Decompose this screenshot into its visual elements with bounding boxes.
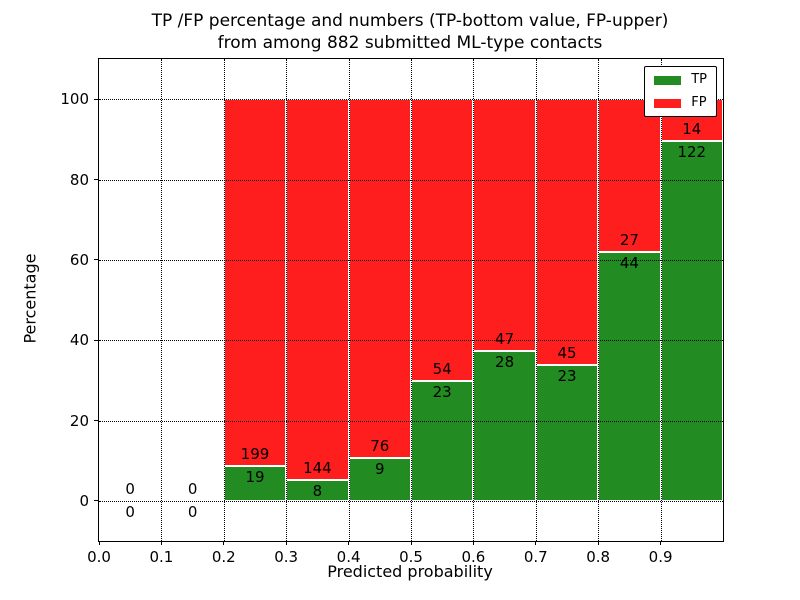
x-axis-tick xyxy=(160,541,162,545)
tp-count-label: 44 xyxy=(619,253,639,272)
y-tick-label: 60 xyxy=(69,250,89,269)
x-axis-label: Predicted probability xyxy=(327,562,493,581)
tp-count-label: 122 xyxy=(677,142,707,161)
y-tick-label: 100 xyxy=(60,90,89,109)
x-tick-label: 0.1 xyxy=(149,548,174,566)
x-tick-label: 0.4 xyxy=(336,548,361,566)
fp-count-label: 0 xyxy=(187,479,198,498)
tp-count-label: 23 xyxy=(557,366,577,385)
chart-title-line1: TP /FP percentage and numbers (TP-bottom… xyxy=(151,11,669,31)
bar-segment-fp xyxy=(348,99,411,459)
y-tick-label: 80 xyxy=(69,170,89,189)
tp-count-label: 19 xyxy=(245,467,265,486)
vertical-gridline xyxy=(411,59,412,541)
x-axis-tick xyxy=(223,541,225,545)
tp-count-label: 9 xyxy=(375,460,385,479)
legend-tp-swatch xyxy=(654,75,682,85)
y-axis-tick xyxy=(94,420,98,421)
vertical-gridline xyxy=(161,59,163,541)
plot-area: 0 0 0 0 199 19 144 8 76 9 54 23 47 28 45 23 27 44 14 122 0.… xyxy=(60,58,724,566)
y-tick-label: 0 xyxy=(79,491,89,510)
bar-segment-tp xyxy=(598,251,661,501)
x-tick-label: 0.3 xyxy=(274,548,299,566)
legend-row-fp: FP xyxy=(654,96,707,110)
bar-segment-fp xyxy=(535,99,599,365)
vertical-gridline xyxy=(660,59,662,541)
y-axis-tick xyxy=(94,339,98,341)
tp-count-label: 0 xyxy=(187,502,198,521)
legend: TP FP xyxy=(644,66,717,117)
x-axis-tick xyxy=(98,541,100,545)
tp-count-label: 28 xyxy=(495,352,515,371)
vertical-gridline xyxy=(535,59,537,541)
bar-segment-fp xyxy=(473,99,536,351)
fp-count-label: 144 xyxy=(303,458,332,477)
vertical-gridline xyxy=(598,59,600,541)
bar-segment-fp xyxy=(598,99,661,252)
bar-segment-tp xyxy=(535,364,599,501)
legend-tp-label: TP xyxy=(691,72,707,87)
tp-count-label: 8 xyxy=(312,481,323,500)
x-axis-tick xyxy=(348,541,350,545)
x-tick-label: 0.7 xyxy=(523,548,548,566)
bar-segment-fp xyxy=(286,99,349,480)
vertical-gridline xyxy=(223,59,225,541)
x-axis-tick xyxy=(660,541,662,545)
x-tick-label: 0.8 xyxy=(586,548,611,566)
x-tick-label: 0.9 xyxy=(648,548,673,566)
bar-segment-tp xyxy=(660,140,723,501)
vertical-gridline xyxy=(348,59,350,541)
chart-title-line2: from among 882 submitted ML-type contact… xyxy=(217,33,603,53)
y-axis-label: Percentage xyxy=(20,253,40,344)
legend-fp-swatch xyxy=(654,98,682,108)
x-axis-tick xyxy=(285,541,287,545)
x-tick-label: 0.2 xyxy=(211,548,236,566)
fp-count-label: 14 xyxy=(682,119,702,138)
bar-segment-fp xyxy=(411,99,474,381)
legend-fp-label: FP xyxy=(691,95,707,110)
fp-count-label: 27 xyxy=(619,230,639,249)
fp-count-label: 0 xyxy=(125,479,135,498)
x-tick-label: 0.5 xyxy=(399,548,423,566)
y-tick-label: 20 xyxy=(69,411,89,430)
fp-count-label: 76 xyxy=(370,437,390,456)
vertical-gridline xyxy=(473,59,475,541)
y-tick-label: 40 xyxy=(69,331,89,350)
x-axis-tick xyxy=(472,541,474,545)
x-axis-tick xyxy=(597,541,599,545)
x-axis-tick xyxy=(410,541,412,545)
y-axis-tick xyxy=(94,259,98,261)
x-tick-label: 0.0 xyxy=(87,548,111,566)
bar-segment-tp xyxy=(473,350,536,501)
fp-count-label: 47 xyxy=(495,329,515,348)
chart-title: TP /FP percentage and numbers (TP-bottom… xyxy=(98,10,722,54)
tp-count-label: 23 xyxy=(432,382,452,401)
fp-count-label: 54 xyxy=(432,359,452,378)
vertical-gridline xyxy=(286,59,288,541)
fp-count-label: 45 xyxy=(557,343,577,362)
bar-segment-fp xyxy=(223,99,287,466)
y-axis-tick xyxy=(94,500,98,502)
legend-row-tp: TP xyxy=(654,73,707,87)
bar-segment-tp xyxy=(223,465,287,501)
tp-count-label: 0 xyxy=(125,502,135,521)
y-axis-tick xyxy=(94,98,98,100)
x-axis-tick xyxy=(535,541,537,545)
y-axis-tick xyxy=(94,179,98,180)
fp-count-label: 199 xyxy=(240,444,270,463)
x-tick-label: 0.6 xyxy=(461,548,486,566)
